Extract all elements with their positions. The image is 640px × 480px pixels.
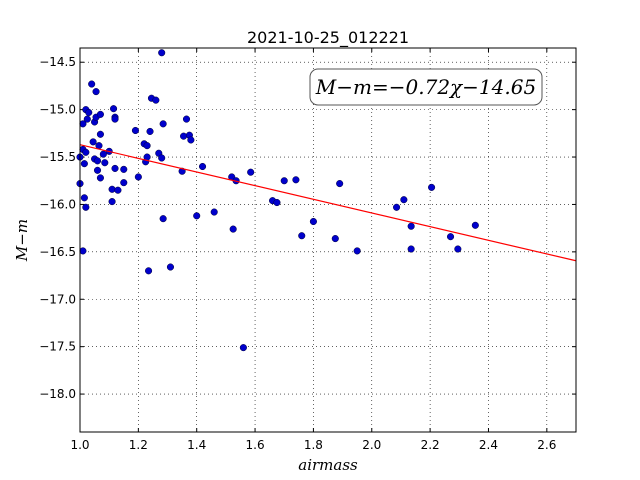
- data-point: [193, 212, 201, 220]
- data-point: [152, 96, 160, 104]
- data-point: [111, 164, 119, 172]
- data-point: [131, 126, 139, 135]
- data-point: [145, 267, 153, 275]
- y-tick-label: −18.0: [39, 387, 76, 401]
- data-point: [80, 194, 88, 202]
- data-point: [92, 88, 100, 96]
- plot-border: [79, 47, 577, 433]
- data-point: [159, 120, 167, 128]
- y-tick-label: −16.5: [39, 245, 76, 259]
- data-point: [353, 247, 361, 255]
- data-point: [96, 110, 104, 118]
- plot-frame: [80, 48, 576, 432]
- x-tick-label: 2.0: [362, 438, 381, 452]
- data-point: [95, 142, 103, 150]
- y-tick-label: −17.0: [39, 292, 76, 306]
- data-point: [80, 160, 88, 168]
- data-point: [158, 49, 166, 57]
- data-point: [273, 198, 281, 207]
- data-point: [182, 115, 191, 123]
- data-point: [82, 148, 90, 156]
- data-point: [187, 136, 195, 144]
- data-point: [111, 115, 119, 123]
- data-point: [309, 217, 317, 226]
- data-point: [198, 162, 207, 171]
- y-axis: −14.5 −15.0 −15.5 −16.0 −16.5 −17.0 −17.5 −18.0: [39, 55, 576, 401]
- data-point: [178, 167, 186, 175]
- x-axis-label: airmass: [298, 456, 358, 474]
- y-tick-label: −16.0: [39, 197, 76, 211]
- equation-frame: [309, 68, 543, 106]
- y-axis-label: M−m: [13, 219, 31, 262]
- data-point: [120, 179, 128, 187]
- x-tick-label: 1.8: [304, 438, 323, 452]
- data-point: [134, 173, 142, 181]
- data-point: [96, 130, 104, 138]
- data-point: [292, 176, 300, 184]
- data-point: [93, 166, 102, 174]
- x-tick-label: 2.2: [421, 438, 440, 452]
- data-point: [407, 222, 415, 230]
- fit-line-group: [79, 144, 577, 262]
- data-point: [400, 196, 408, 204]
- grid: [79, 48, 576, 432]
- data-point: [99, 150, 107, 158]
- x-tick-label: 1.0: [70, 438, 89, 452]
- data-point: [166, 263, 174, 271]
- data-point: [428, 183, 436, 191]
- data-point: [120, 165, 128, 173]
- data-point: [96, 174, 104, 182]
- data-point: [114, 186, 122, 194]
- data-point: [393, 203, 401, 211]
- x-tick-label: 1.4: [187, 438, 206, 452]
- x-tick-label: 2.4: [479, 438, 498, 452]
- data-point: [146, 127, 154, 135]
- data-point: [108, 198, 116, 206]
- data-point: [89, 138, 97, 146]
- equation-box: M−m=−0.72χ−14.65: [309, 68, 543, 106]
- data-point: [180, 132, 188, 140]
- data-point: [336, 180, 344, 188]
- data-point: [101, 159, 109, 167]
- y-tick-label: −15.0: [39, 103, 76, 117]
- data-point: [446, 233, 455, 241]
- y-tick-label: −15.5: [39, 150, 76, 164]
- data-point: [83, 115, 91, 123]
- data-point: [79, 247, 87, 255]
- data-point: [298, 232, 306, 240]
- y-tick-label: −14.5: [39, 55, 76, 69]
- data-point: [110, 105, 118, 113]
- x-tick-label: 1.2: [129, 438, 148, 452]
- chart-title: 2021-10-25_012221: [247, 28, 409, 48]
- data-points: [76, 49, 479, 352]
- data-point: [85, 108, 93, 117]
- y-tick-label: −17.5: [39, 340, 76, 354]
- data-point: [407, 245, 415, 253]
- data-point: [88, 80, 96, 88]
- data-point: [159, 215, 167, 223]
- x-tick-label: 2.6: [537, 438, 556, 452]
- data-point: [331, 235, 339, 243]
- data-point: [247, 168, 255, 176]
- fit-equation: M−m=−0.72χ−14.65: [315, 75, 536, 99]
- data-point: [108, 185, 116, 193]
- plot-area: 1.0 1.2 1.4 1.6 1.8 2.0 2.2 2.4 2.6 −14.5−15.0−1…: [39, 47, 577, 452]
- data-point: [454, 245, 462, 253]
- data-point: [143, 142, 151, 150]
- data-point: [210, 208, 218, 216]
- data-point: [82, 203, 90, 211]
- fit-line: [79, 144, 577, 262]
- data-point: [93, 157, 102, 165]
- data-point: [229, 225, 237, 233]
- data-point: [239, 344, 247, 352]
- data-point: [280, 177, 288, 185]
- data-point: [471, 221, 479, 229]
- data-point: [158, 154, 166, 162]
- x-tick-label: 1.6: [246, 438, 265, 452]
